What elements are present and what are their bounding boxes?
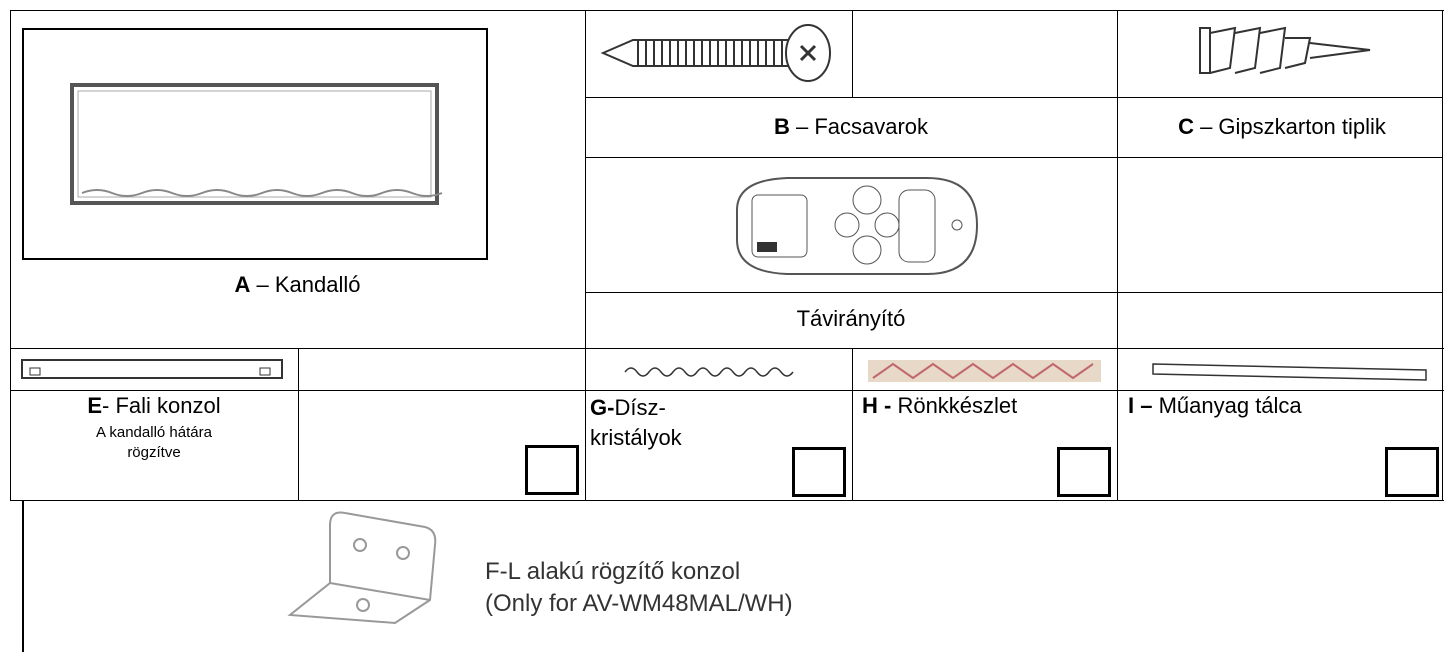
rule: [10, 500, 1444, 501]
rule: [585, 97, 1443, 98]
part-letter: E: [87, 393, 103, 418]
part-name: - Fali konzol: [102, 393, 221, 418]
part-name: – Facsavarok: [789, 114, 929, 139]
fireplace-image: [22, 28, 488, 260]
rule: [10, 348, 1444, 349]
part-name: Dísz-kristályok: [590, 395, 682, 450]
checkbox[interactable]: [1057, 447, 1111, 497]
rule: [10, 390, 1444, 391]
part-letter: G-: [590, 395, 615, 420]
remote-image: [736, 177, 979, 275]
part-letter: C: [1178, 114, 1194, 139]
part-label: H - Rönkkészlet: [862, 393, 1017, 419]
part-label: Távirányító: [796, 306, 906, 331]
wall-bracket-image: [21, 359, 283, 379]
part-letter: B: [773, 114, 790, 139]
tray-image: [1152, 363, 1427, 381]
part-note: rögzítve: [127, 444, 181, 461]
l-bracket-image: [287, 511, 437, 625]
part-label: A – Kandalló: [10, 272, 585, 298]
part-name: – Kandalló: [250, 272, 361, 297]
part-name: Műanyag tálca: [1152, 393, 1302, 418]
bracket-text: (Only for AV-WM48MAL/WH): [485, 590, 793, 617]
part-label: G-Dísz-kristályok: [590, 393, 740, 453]
rule: [1117, 10, 1118, 500]
part-note: A kandalló hátára: [96, 424, 212, 441]
part-name: – Gipszkarton tiplik: [1193, 114, 1386, 139]
rule: [585, 10, 586, 500]
checkbox[interactable]: [792, 447, 846, 497]
part-name: Rönkkészlet: [891, 393, 1018, 418]
rule: [852, 348, 853, 500]
part-label: C – Gipszkarton tiplik: [1117, 114, 1447, 140]
rule: [585, 292, 1443, 293]
part-label: I – Műanyag tálca: [1128, 393, 1302, 419]
bracket-text: F-L alakú rögzítő konzol: [485, 558, 741, 585]
part-label: B – Facsavarok: [585, 114, 1117, 140]
rule: [22, 500, 24, 652]
checkbox[interactable]: [1385, 447, 1439, 497]
rule: [10, 10, 11, 500]
logs-image: [868, 360, 1101, 382]
anchor-image: [1199, 26, 1371, 74]
rule: [10, 10, 1444, 11]
part-letter: H -: [862, 393, 892, 418]
crystals-image: [624, 367, 794, 377]
part-letter: A: [234, 272, 251, 297]
rule: [298, 348, 299, 500]
rule: [1442, 10, 1443, 500]
screw-image: [600, 24, 831, 82]
part-letter: I –: [1128, 393, 1153, 418]
checkbox[interactable]: [525, 445, 579, 495]
rule: [852, 10, 853, 97]
part-label: E- Fali konzol: [10, 393, 298, 419]
rule: [585, 157, 1443, 158]
